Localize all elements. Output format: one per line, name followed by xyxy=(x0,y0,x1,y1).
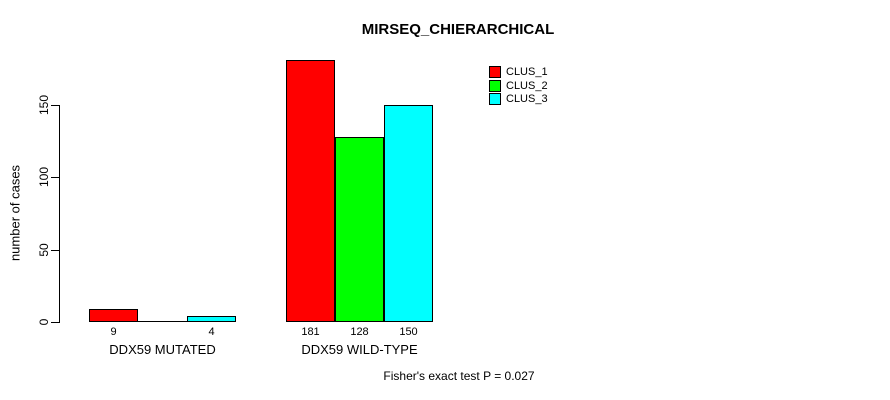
y-axis-tick xyxy=(51,322,59,323)
legend-swatch-icon xyxy=(489,66,501,78)
legend-item-clus_3: CLUS_3 xyxy=(489,93,548,105)
bar-clus_1-wildtype xyxy=(286,60,335,322)
stat-test-annotation: Fisher's exact test P = 0.027 xyxy=(383,369,535,383)
x-axis-group-label: DDX59 MUTATED xyxy=(109,342,216,357)
legend-item-clus_2: CLUS_2 xyxy=(489,79,548,92)
bar-clus_1-mutated xyxy=(89,309,138,322)
legend-swatch-icon xyxy=(489,79,501,92)
legend-label: CLUS_3 xyxy=(506,93,548,105)
bar-clus_2-mutated xyxy=(138,321,187,322)
bar-value-label: 181 xyxy=(301,326,320,338)
y-axis-tick-label: 50 xyxy=(37,243,51,257)
chart-title: MIRSEQ_CHIERARCHICAL xyxy=(361,21,555,38)
y-axis-tick xyxy=(51,105,59,106)
bar-clus_2-wildtype xyxy=(335,137,384,322)
legend-label: CLUS_1 xyxy=(506,66,548,78)
legend-label: CLUS_2 xyxy=(506,79,548,92)
y-axis-tick-label: 100 xyxy=(37,166,51,188)
x-axis-group-label: DDX59 WILD-TYPE xyxy=(301,342,418,357)
bar-clus_3-wildtype xyxy=(384,105,433,322)
legend-item-clus_1: CLUS_1 xyxy=(489,66,548,78)
bar-value-label: 9 xyxy=(110,326,117,338)
y-axis-label: number of cases xyxy=(7,164,23,262)
y-axis-tick xyxy=(51,250,59,251)
y-axis-tick-label: 0 xyxy=(37,318,51,326)
bar-value-label: 150 xyxy=(399,326,418,338)
bar-clus_3-mutated xyxy=(187,316,236,322)
bar-value-label: 4 xyxy=(208,326,215,338)
y-axis-tick xyxy=(51,177,59,178)
y-axis-tick-label: 150 xyxy=(37,94,51,116)
legend-swatch-icon xyxy=(489,93,501,105)
bar-value-label: 128 xyxy=(350,326,369,338)
y-axis-line xyxy=(59,105,60,323)
